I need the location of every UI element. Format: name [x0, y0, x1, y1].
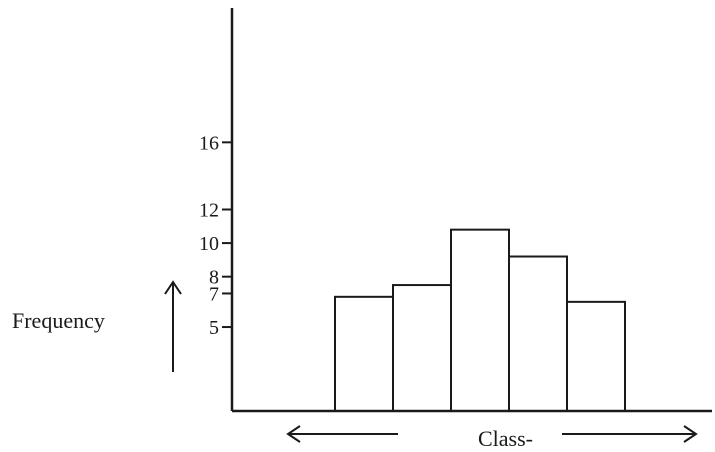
histogram-bar: [450, 228, 510, 412]
frequency-arrow-icon: [164, 280, 182, 372]
y-axis-label: Frequency: [12, 308, 105, 333]
left-arrow-icon: [286, 425, 398, 443]
x-axis-label: Class-: [478, 426, 533, 451]
y-tick-label: 7: [209, 283, 219, 305]
histogram-bar: [392, 284, 452, 412]
y-ticks-group: 16 12 10 87 5: [199, 132, 232, 339]
y-tick-label: 12: [199, 200, 219, 222]
bars-group: [334, 228, 626, 413]
y-tick-label: 5: [209, 317, 219, 339]
y-tick-label: 8: [209, 267, 219, 289]
right-arrow-icon: [562, 425, 698, 443]
histogram-bar: [566, 300, 626, 412]
histogram-bar: [334, 295, 394, 413]
histogram-bar: [508, 255, 568, 412]
y-tick-label: 16: [199, 132, 219, 154]
y-tick-label: 10: [199, 233, 219, 255]
